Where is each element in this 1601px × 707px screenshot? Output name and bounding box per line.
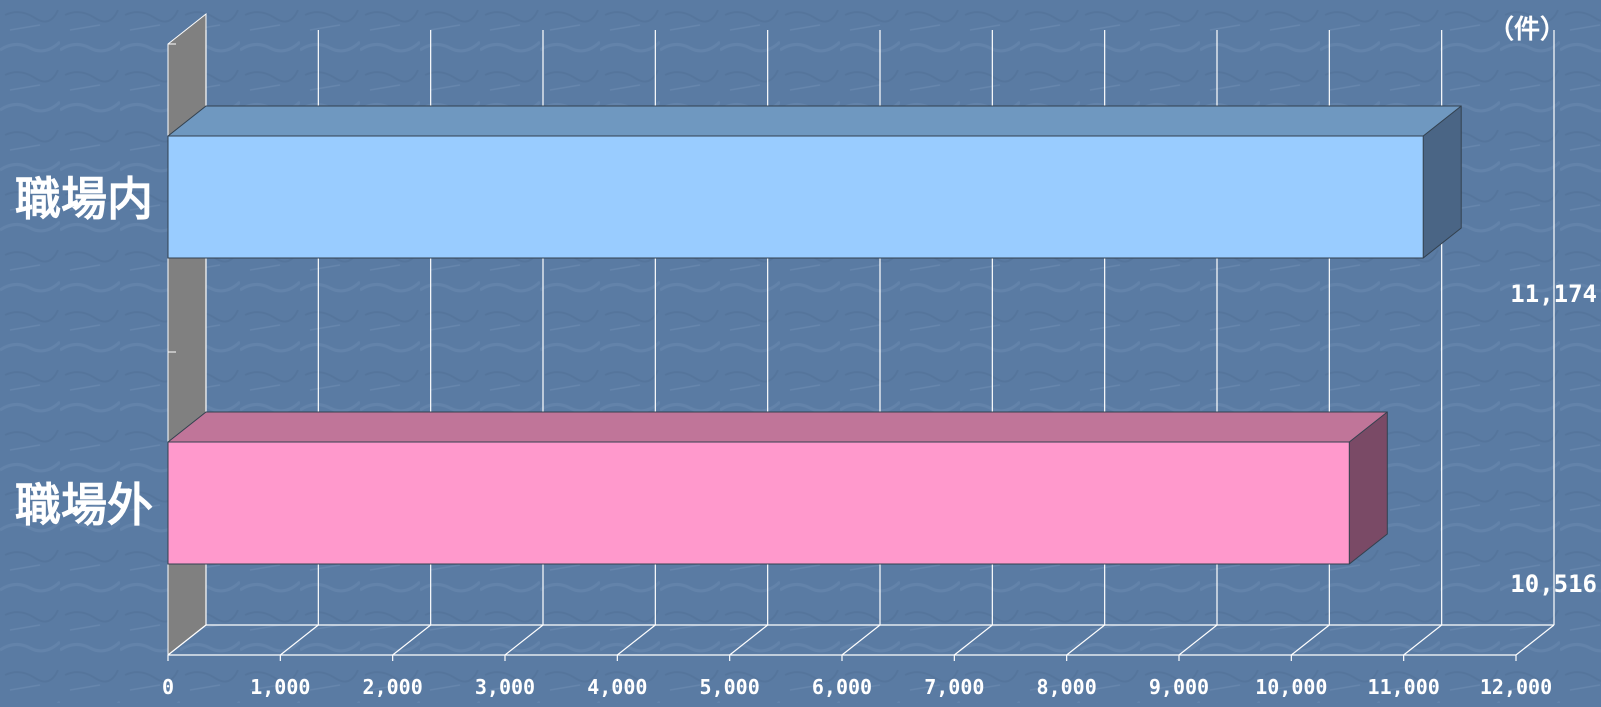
bar-top-inside-workplace: [168, 106, 1462, 136]
x-tick-label: 12,000: [1480, 675, 1552, 699]
floor-gridline: [1515, 624, 1555, 656]
bar-side-inside-workplace: [1423, 106, 1462, 258]
x-tick-label: 11,000: [1368, 675, 1440, 699]
data-label-outside-workplace: 10,516: [1510, 570, 1597, 598]
floor-gridline: [953, 624, 993, 656]
category-label-inside-workplace: 職場内: [15, 172, 153, 226]
x-tick-label: 1,000: [250, 675, 310, 699]
category-label-outside-workplace: 職場外: [15, 478, 153, 532]
bar-inside-workplace: [168, 136, 1424, 258]
floor-gridline: [1403, 624, 1443, 656]
x-tick-label: 6,000: [812, 675, 872, 699]
bar-outside-workplace: [168, 442, 1350, 564]
floor-gridline: [1178, 624, 1218, 656]
x-tick-label: 3,000: [475, 675, 535, 699]
floor-gridline: [1066, 624, 1106, 656]
x-tick-label: 0: [162, 675, 174, 699]
x-tick-label: 7,000: [924, 675, 984, 699]
unit-label: （件）: [1488, 15, 1566, 45]
floor-gridline: [279, 624, 319, 656]
x-tick-label: 9,000: [1149, 675, 1209, 699]
x-tick-label: 10,000: [1255, 675, 1327, 699]
bar-top-outside-workplace: [168, 412, 1388, 442]
floor-gridline: [841, 624, 881, 656]
floor-gridline: [167, 624, 207, 656]
floor-gridline: [729, 624, 769, 656]
floor-gridline: [504, 624, 544, 656]
floor-gridline: [1290, 624, 1330, 656]
bar-side-outside-workplace: [1349, 412, 1388, 564]
x-tick-label: 4,000: [587, 675, 647, 699]
x-tick-label: 5,000: [700, 675, 760, 699]
x-tick-label: 8,000: [1037, 675, 1097, 699]
x-tick-label: 2,000: [363, 675, 423, 699]
data-label-inside-workplace: 11,174: [1510, 280, 1597, 308]
floor-gridline: [392, 624, 432, 656]
floor-gridline: [616, 624, 656, 656]
